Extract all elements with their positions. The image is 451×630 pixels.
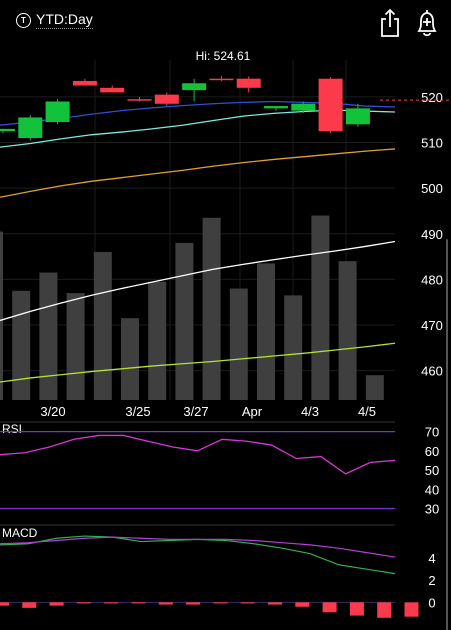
macd-tick-label: 4	[428, 551, 435, 566]
x-tick-label: Apr	[242, 404, 263, 419]
macd-histogram-bar	[186, 602, 201, 605]
volume-bar	[175, 242, 194, 400]
x-tick-label: 3/25	[125, 404, 150, 419]
candle-body	[236, 78, 261, 88]
candle-body	[154, 94, 179, 104]
price-tick-label: 520	[421, 90, 443, 105]
macd-signal-line	[0, 536, 396, 558]
rsi-tick-label: 70	[425, 425, 439, 440]
volume-bar	[121, 318, 139, 400]
macd-label: MACD	[2, 526, 38, 540]
rsi-label: RSI	[2, 422, 22, 436]
x-tick-label: 3/20	[40, 404, 65, 419]
macd-histogram-bar	[131, 602, 146, 604]
macd-histogram-bar	[268, 602, 282, 605]
macd-histogram-bar	[213, 602, 228, 604]
volume-bar	[311, 215, 330, 400]
macd-histogram-bar	[22, 602, 37, 608]
price-tick-label: 460	[421, 364, 443, 379]
macd-histogram-bar	[240, 602, 255, 604]
macd-histogram-bar	[0, 602, 9, 606]
candle-body	[318, 78, 343, 132]
volume-bar	[39, 272, 58, 400]
volume-bar	[229, 288, 248, 400]
candle-body	[100, 87, 125, 93]
rsi-tick-label: 50	[425, 463, 439, 478]
candle-body	[209, 78, 234, 81]
volume-bar	[284, 295, 303, 400]
high-price-label: Hi: 524.61	[196, 49, 251, 63]
rsi-tick-label: 40	[425, 482, 439, 497]
macd-tick-label: 2	[428, 573, 435, 588]
price-tick-label: 480	[421, 272, 443, 287]
macd-histogram-bar	[158, 602, 173, 605]
macd-line	[0, 535, 396, 575]
candle-body	[291, 103, 316, 111]
macd-histogram-bar	[349, 602, 364, 616]
x-tick-label: 4/5	[358, 404, 376, 419]
rsi-line	[0, 434, 396, 475]
rsi-tick-label: 60	[425, 444, 439, 459]
candle-body	[72, 80, 97, 86]
candle-body	[264, 106, 288, 109]
price-tick-label: 470	[421, 318, 443, 333]
bell-plus-icon[interactable]	[414, 8, 440, 38]
candle-body	[18, 117, 43, 138]
macd-histogram-bar	[76, 602, 91, 604]
volume-bar	[148, 281, 167, 400]
macd-histogram-bar	[104, 602, 119, 604]
moving-average-line	[0, 240, 396, 322]
volume-bar	[365, 375, 384, 400]
volume-bar	[338, 261, 357, 400]
volume-bar	[202, 217, 221, 400]
moving-average-line	[0, 342, 396, 383]
macd-histogram-bar	[322, 602, 337, 613]
macd-tick-label: 0	[428, 595, 435, 610]
candle-body	[345, 108, 370, 125]
price-tick-label: 510	[421, 136, 443, 151]
candle-body	[45, 101, 70, 123]
candle-body	[0, 128, 15, 132]
header: T YTD:Day	[0, 0, 451, 44]
volume-bar	[66, 293, 85, 400]
symbol-label: YTD:Day	[36, 11, 93, 29]
share-icon[interactable]	[378, 8, 402, 38]
moving-average-line	[0, 148, 396, 198]
volume-bar	[93, 252, 112, 400]
symbol-icon: T	[16, 12, 31, 28]
x-tick-label: 4/3	[301, 404, 319, 419]
macd-histogram-bar	[295, 602, 310, 607]
macd-histogram-bar	[49, 602, 64, 606]
volume-bar	[12, 290, 31, 400]
volume-bar	[257, 263, 275, 400]
macd-histogram-bar	[404, 602, 419, 617]
candle-body	[182, 83, 207, 91]
rsi-tick-label: 30	[425, 501, 439, 516]
price-tick-label: 490	[421, 227, 443, 242]
volume-bar	[0, 231, 3, 400]
price-tick-label: 500	[421, 181, 443, 196]
candle-body	[127, 99, 152, 101]
macd-histogram-bar	[377, 602, 392, 618]
symbol-selector[interactable]: T YTD:Day	[16, 11, 93, 29]
x-tick-label: 3/27	[183, 404, 208, 419]
